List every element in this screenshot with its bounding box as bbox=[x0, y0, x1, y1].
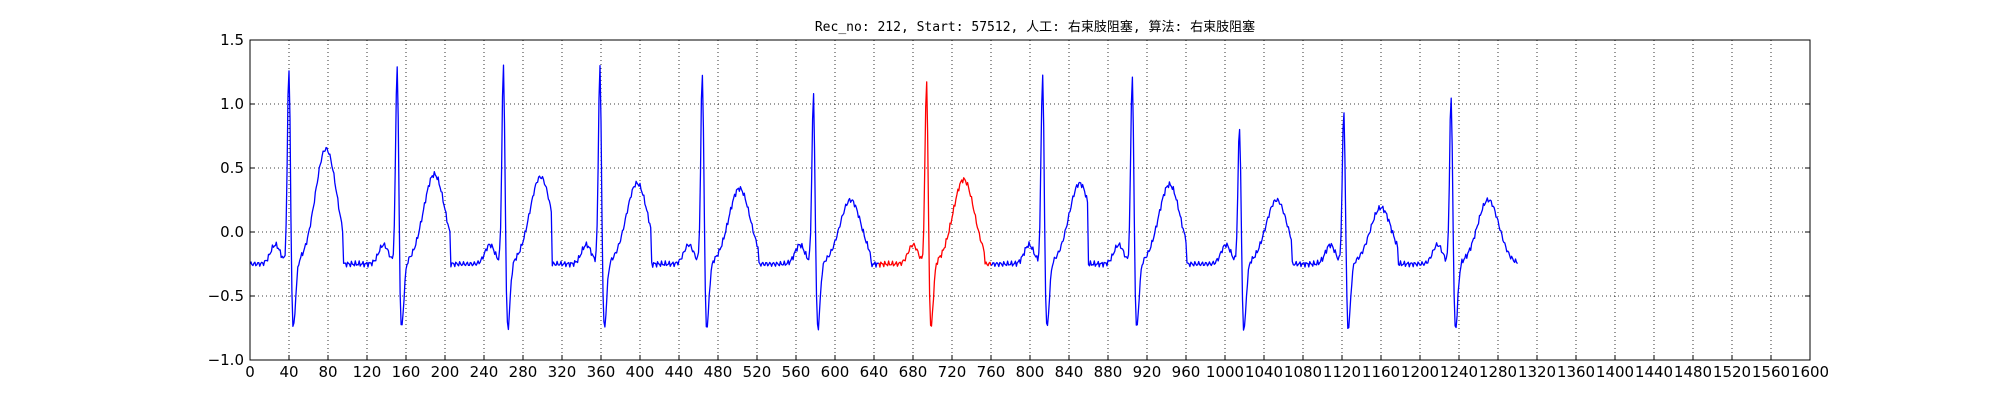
x-tick-label: 520 bbox=[743, 363, 772, 381]
y-tick-label: 1.0 bbox=[220, 95, 244, 113]
x-tick-label: 1120 bbox=[1323, 363, 1361, 381]
x-tick-label: 360 bbox=[587, 363, 616, 381]
y-tick-label: −1.0 bbox=[208, 351, 244, 369]
ecg-trace-normal bbox=[249, 64, 880, 331]
x-tick-label: 720 bbox=[938, 363, 967, 381]
x-tick-label: 760 bbox=[977, 363, 1006, 381]
x-axis-ticks: 0 40 80 120 160 200 240 280 320 360 400 440 480 520 56… bbox=[245, 355, 1829, 381]
x-tick-label: 1160 bbox=[1362, 363, 1400, 381]
grid-layer bbox=[250, 40, 1810, 360]
y-tick-label: 1.5 bbox=[220, 31, 244, 49]
y-axis-ticks: 1.5 1.0 0.5 0.0 −0.5 −1.0 bbox=[208, 31, 1810, 369]
x-tick-label: 1600 bbox=[1791, 363, 1829, 381]
x-tick-label: 680 bbox=[899, 363, 928, 381]
x-tick-label: 840 bbox=[1055, 363, 1084, 381]
x-tick-label: 480 bbox=[704, 363, 733, 381]
y-tick-label: 0.5 bbox=[220, 159, 244, 177]
x-tick-label: 1560 bbox=[1752, 363, 1790, 381]
x-tick-label: 0 bbox=[245, 363, 255, 381]
x-tick-label: 440 bbox=[665, 363, 694, 381]
x-tick-label: 1280 bbox=[1479, 363, 1517, 381]
chart-title: Rec_no: 212, Start: 57512, 人工: 右束肢阻塞, 算法… bbox=[815, 19, 1255, 35]
ecg-trace-highlighted-beat bbox=[878, 81, 992, 327]
x-tick-label: 1320 bbox=[1518, 363, 1556, 381]
series-layer bbox=[249, 64, 1519, 331]
ecg-trace-normal bbox=[990, 74, 1519, 331]
x-tick-label: 1240 bbox=[1440, 363, 1478, 381]
x-tick-label: 200 bbox=[431, 363, 460, 381]
x-tick-label: 1520 bbox=[1713, 363, 1751, 381]
y-tick-label: −0.5 bbox=[208, 287, 244, 305]
x-tick-label: 960 bbox=[1172, 363, 1201, 381]
x-tick-label: 1200 bbox=[1401, 363, 1439, 381]
x-tick-label: 920 bbox=[1133, 363, 1162, 381]
x-tick-label: 40 bbox=[279, 363, 298, 381]
x-tick-label: 1400 bbox=[1596, 363, 1634, 381]
x-tick-label: 320 bbox=[548, 363, 577, 381]
x-tick-label: 880 bbox=[1094, 363, 1123, 381]
y-tick-label: 0.0 bbox=[220, 223, 244, 241]
x-tick-label: 1080 bbox=[1284, 363, 1322, 381]
x-tick-label: 400 bbox=[626, 363, 655, 381]
x-tick-label: 1040 bbox=[1245, 363, 1283, 381]
x-tick-label: 640 bbox=[860, 363, 889, 381]
x-tick-label: 280 bbox=[509, 363, 538, 381]
x-tick-label: 600 bbox=[821, 363, 850, 381]
x-tick-label: 160 bbox=[392, 363, 421, 381]
x-tick-label: 800 bbox=[1016, 363, 1045, 381]
x-tick-label: 120 bbox=[353, 363, 382, 381]
x-tick-label: 560 bbox=[782, 363, 811, 381]
x-tick-label: 1440 bbox=[1635, 363, 1673, 381]
x-tick-label: 1000 bbox=[1206, 363, 1244, 381]
x-tick-label: 80 bbox=[318, 363, 337, 381]
x-tick-label: 1480 bbox=[1674, 363, 1712, 381]
x-tick-label: 1360 bbox=[1557, 363, 1595, 381]
x-tick-label: 240 bbox=[470, 363, 499, 381]
